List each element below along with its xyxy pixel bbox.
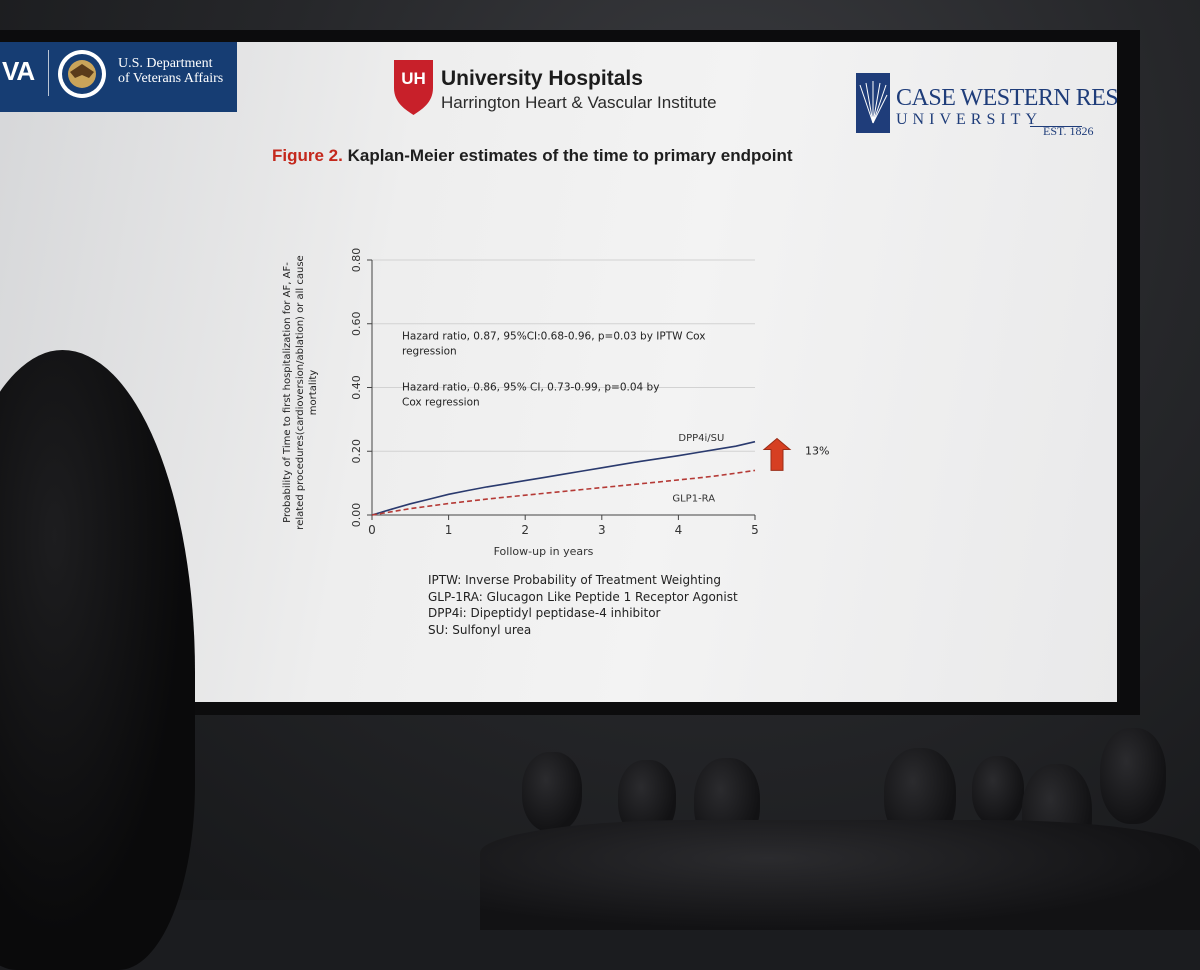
series-line-dpp4i-su	[371, 440, 756, 516]
uh-name: University Hospitals	[441, 67, 643, 90]
audience-head	[1100, 728, 1166, 824]
cwru-est: EST. 1826	[1043, 124, 1094, 138]
hazard-ratio-annotation: Hazard ratio, 0.87, 95%CI:0.68-0.96, p=0…	[402, 331, 705, 343]
y-axis-label: mortality	[308, 370, 319, 415]
cwru-university: UNIVERSITY	[896, 111, 1042, 128]
va-department-name: U.S. Department of Veterans Affairs	[118, 56, 224, 86]
figure-label: Figure 2.	[272, 146, 343, 165]
y-tick-label: 0.00	[350, 503, 363, 528]
x-tick-label: 4	[675, 523, 683, 537]
series-label-dpp4i-su: DPP4i/SU	[678, 433, 724, 444]
audience-body	[480, 820, 1200, 930]
audience-head	[522, 752, 582, 832]
series-label-glp1-ra: GLP1-RA	[672, 494, 715, 505]
x-tick-label: 5	[751, 523, 759, 537]
va-logo-banner: VA U.S. Department of Veterans Affairs	[0, 42, 237, 112]
y-tick-label: 0.20	[350, 439, 363, 464]
uh-institute: Harrington Heart & Vascular Institute	[441, 93, 717, 112]
series-layer	[371, 440, 756, 516]
cwru-name: CASE WESTERN RESERVE	[896, 85, 1117, 111]
abbreviation-list: IPTW: Inverse Probability of Treatment W…	[428, 572, 738, 638]
x-tick-label: 1	[445, 523, 453, 537]
uh-shield-logo: UH	[394, 60, 433, 115]
grid-layer	[372, 259, 755, 452]
y-tick-label: 0.80	[350, 248, 363, 273]
cwru-rule	[1030, 126, 1082, 127]
increase-percent-label: 13%	[805, 444, 829, 457]
va-letters: VA	[2, 56, 35, 86]
x-tick-label: 0	[368, 523, 376, 537]
figure-title: Figure 2. Kaplan-Meier estimates of the …	[272, 146, 793, 166]
hazard-ratio-annotation: regression	[402, 346, 457, 358]
y-axis-label: Probability of Time to first hospitaliza…	[282, 262, 293, 523]
y-tick-label: 0.40	[350, 375, 363, 400]
uh-mark: UH	[401, 69, 426, 88]
audience-head	[972, 756, 1024, 826]
cwru-logo-icon	[856, 73, 890, 133]
label-layer: 0.00 0.20 0.40 0.60 0.80 0 1 2 3 4 5 Follow-up in y…	[282, 248, 829, 558]
kaplan-meier-chart: 0.00 0.20 0.40 0.60 0.80 0 1 2 3 4 5 Follow-up in y…	[282, 248, 829, 558]
va-divider	[48, 50, 49, 96]
va-seal-icon	[58, 50, 106, 98]
abbreviation-glp1ra: GLP-1RA: Glucagon Like Peptide 1 Recepto…	[428, 589, 738, 604]
abbreviation-iptw: IPTW: Inverse Probability of Treatment W…	[428, 573, 722, 587]
hazard-ratio-annotation: Hazard ratio, 0.86, 95% CI, 0.73-0.99, p…	[402, 382, 659, 394]
increase-arrow-icon	[762, 437, 792, 471]
hazard-ratio-annotation: Cox regression	[402, 397, 480, 409]
abbreviation-dpp4i: DPP4i: Dipeptidyl peptidase-4 inhibitor	[428, 606, 661, 620]
axes-layer	[367, 259, 756, 520]
x-tick-label: 3	[598, 523, 606, 537]
y-axis-label: related procedures(cardioversion/ablatio…	[295, 255, 306, 529]
x-axis-label: Follow-up in years	[494, 545, 594, 558]
figure-title-text: Kaplan-Meier estimates of the time to pr…	[347, 146, 793, 165]
abbreviation-su: SU: Sulfonyl urea	[428, 622, 532, 637]
y-tick-label: 0.60	[350, 312, 363, 337]
x-tick-label: 2	[521, 523, 529, 537]
series-line-glp1-ra	[371, 469, 756, 516]
